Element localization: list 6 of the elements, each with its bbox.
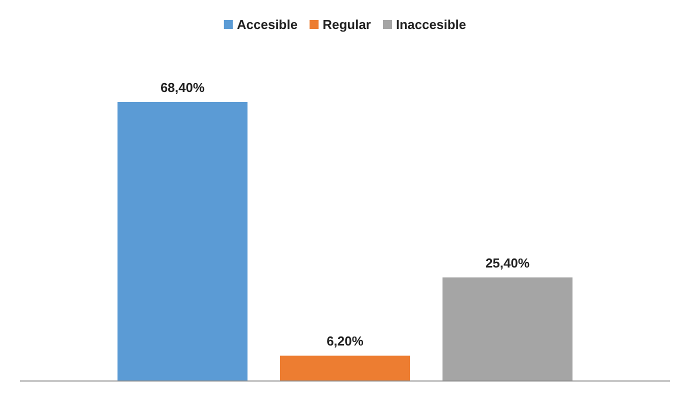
legend-label: Accesible — [236, 17, 298, 32]
data-label: 25,40% — [485, 255, 530, 270]
data-label: 6,20% — [326, 334, 364, 349]
legend-label: Inaccesible — [396, 17, 466, 32]
data-label: 68,40% — [160, 80, 205, 95]
legend-label: Regular — [322, 17, 371, 32]
